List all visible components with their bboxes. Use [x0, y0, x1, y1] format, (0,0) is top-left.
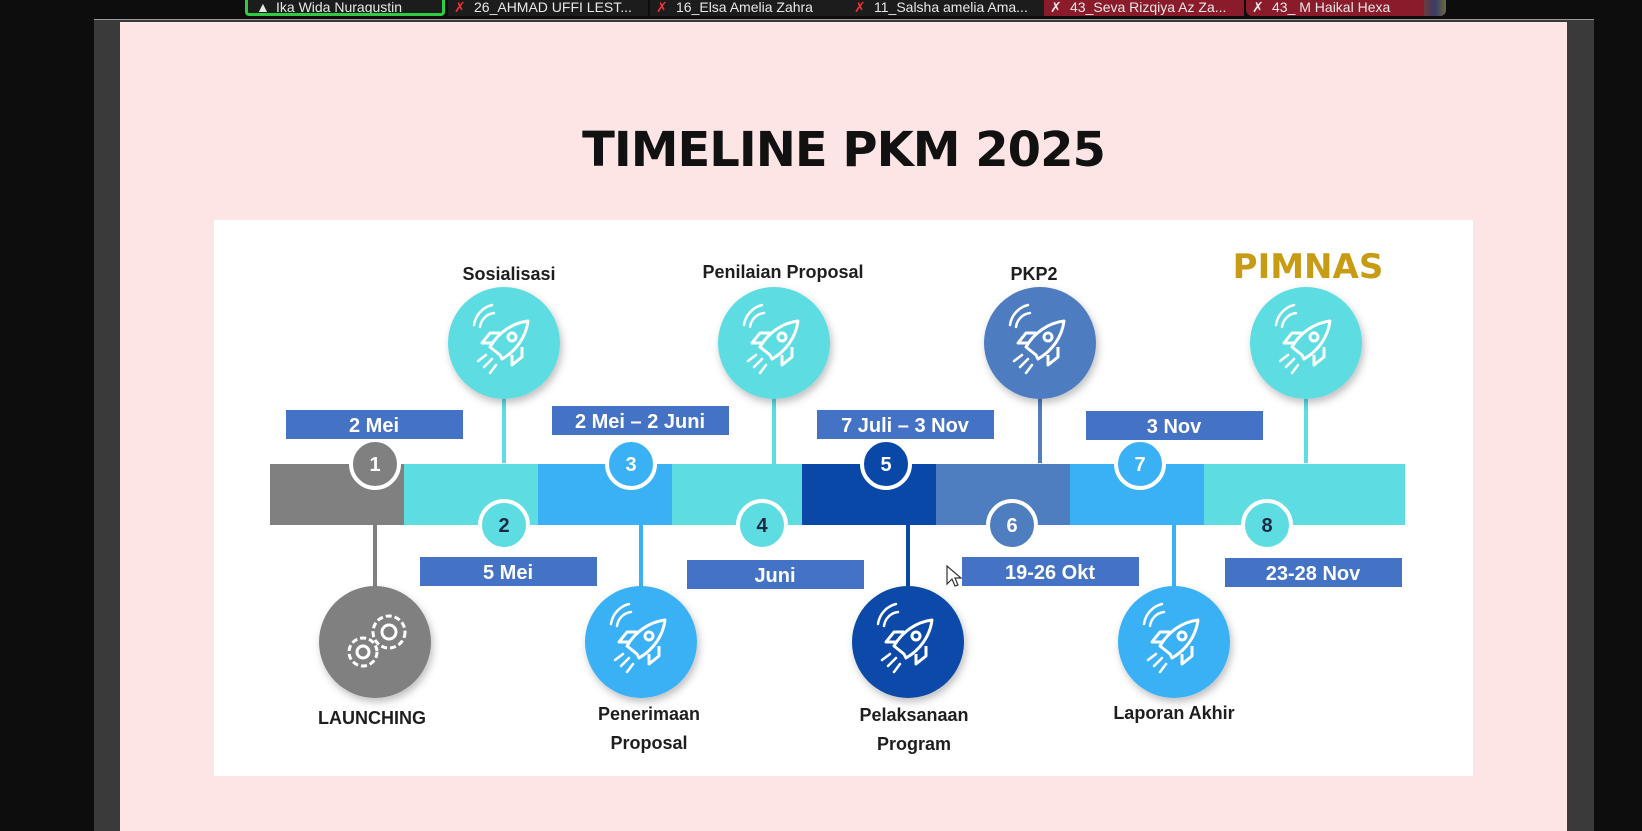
participant-name: 43_ M Haikal Hexa	[1272, 0, 1391, 15]
step-number: 7	[1134, 454, 1145, 476]
step-date: 3 Nov	[1147, 416, 1202, 438]
step-label: Sosialisasi	[462, 264, 555, 284]
pimnas-label: PIMNAS	[1233, 247, 1384, 287]
date-box	[1086, 411, 1263, 440]
slide-title: TIMELINE PKM 2025	[582, 122, 1106, 178]
mic-muted-icon: ✗	[656, 0, 668, 15]
step-number-badge	[349, 438, 401, 490]
step-number: 5	[880, 454, 891, 476]
step-number: 6	[1006, 515, 1017, 537]
step-number-badge	[478, 499, 530, 551]
participant-name: 26_AHMAD UFFI LEST...	[474, 0, 632, 15]
step-number: 4	[756, 515, 768, 537]
participant-tile[interactable]: ▲ Ika Wida Nuragustin	[245, 0, 445, 16]
participant-tile[interactable]: ✗ 16_Elsa Amelia Zahra	[650, 0, 850, 16]
mouse-cursor-icon	[946, 565, 962, 587]
step-label: Pelaksanaan	[859, 705, 968, 725]
step-number: 3	[625, 454, 636, 476]
mic-muted-icon: ✗	[454, 0, 466, 15]
milestone-circle	[585, 586, 697, 698]
mic-icon: ▲	[256, 0, 270, 15]
participant-tile[interactable]: ✗ 43_ M Haikal Hexa	[1246, 0, 1446, 16]
divider	[94, 19, 1594, 20]
step-label: Proposal	[610, 733, 687, 753]
milestone-circle	[984, 287, 1096, 399]
participant-name: Ika Wida Nuragustin	[276, 0, 403, 15]
milestone-circle	[852, 586, 964, 698]
participant-tile[interactable]: ✗ 43_Seva Rizqiya Az Za...	[1044, 0, 1244, 16]
step-date: 5 Mei	[483, 562, 533, 584]
participant-name: 16_Elsa Amelia Zahra	[676, 0, 813, 15]
step-date: Juni	[754, 565, 795, 587]
mic-muted-icon: ✗	[1252, 0, 1264, 15]
date-box	[1225, 558, 1402, 587]
step-number-badge	[605, 438, 657, 490]
step-label: LAUNCHING	[318, 708, 426, 728]
step-number: 1	[369, 454, 380, 476]
step-number-badge	[736, 499, 788, 551]
mic-muted-icon: ✗	[1050, 0, 1062, 15]
step-label: Program	[877, 734, 951, 754]
step-label: Penilaian Proposal	[702, 262, 863, 282]
step-number: 2	[498, 515, 509, 537]
step-label: Penerimaan	[598, 704, 700, 724]
step-date: 2 Mei	[349, 415, 399, 437]
date-box	[687, 560, 864, 589]
date-box	[552, 406, 729, 435]
participant-strip: ▲ Ika Wida Nuragustin ✗ 26_AHMAD UFFI LEST…	[0, 0, 1642, 18]
step-label: PKP2	[1010, 264, 1057, 284]
date-box	[817, 410, 994, 439]
step-number-badge	[986, 499, 1038, 551]
milestone-circle	[448, 287, 560, 399]
participant-tile[interactable]: ✗ 11_Salsha amelia Ama...	[848, 0, 1048, 16]
step-date: 19-26 Okt	[1005, 562, 1095, 584]
date-box	[962, 557, 1139, 586]
participant-video-thumb	[1424, 0, 1446, 16]
timeline-infographic: 1 2 3 4 5 6 7 8 2 Mei 5 Mei 2 Mei – 2 Ju…	[214, 220, 1473, 776]
step-number-badge	[1241, 499, 1293, 551]
step-date: 23-28 Nov	[1266, 563, 1361, 585]
milestone-circle	[1118, 586, 1230, 698]
milestone-circle	[1250, 287, 1362, 399]
milestone-circle	[718, 287, 830, 399]
step-number: 8	[1261, 515, 1272, 537]
participant-tile[interactable]: ✗ 26_AHMAD UFFI LEST...	[448, 0, 648, 16]
timeline-segment	[1204, 464, 1405, 525]
step-date: 7 Juli – 3 Nov	[841, 415, 970, 437]
mic-muted-icon: ✗	[854, 0, 866, 15]
step-date: 2 Mei – 2 Juni	[575, 411, 705, 433]
step-number-badge	[860, 438, 912, 490]
participant-name: 11_Salsha amelia Ama...	[874, 0, 1028, 15]
date-box	[420, 557, 597, 586]
participant-name: 43_Seva Rizqiya Az Za...	[1070, 0, 1227, 15]
gears-icon	[347, 614, 407, 668]
step-label: Laporan Akhir	[1113, 703, 1234, 723]
date-box	[286, 410, 463, 439]
